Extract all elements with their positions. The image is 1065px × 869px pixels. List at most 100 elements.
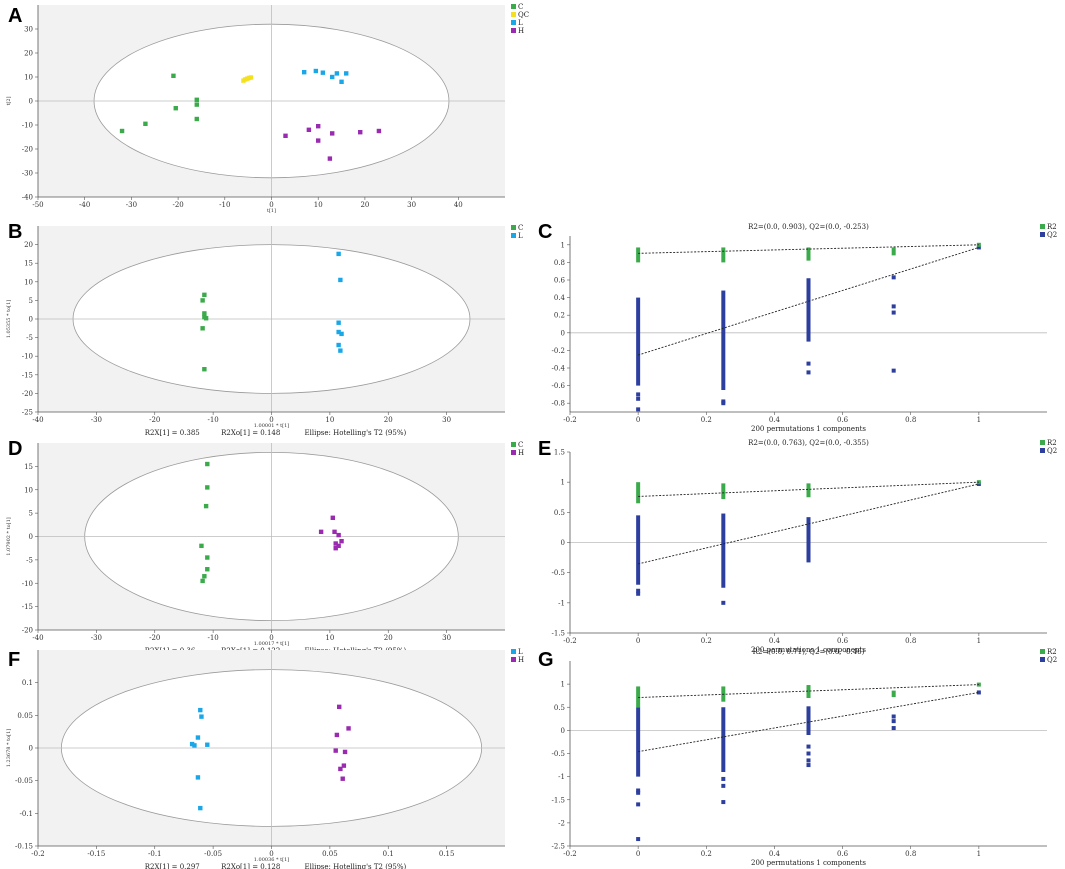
- panel-c-y-tick-label: -0.2: [552, 347, 566, 355]
- panel-c-q2-point: [636, 407, 641, 412]
- panel-d-y-tick-label: 5: [29, 510, 33, 518]
- panel-g-q2-point: [721, 800, 726, 805]
- panel-letter-c: C: [538, 221, 552, 243]
- panel-d-point-h: [332, 529, 337, 535]
- panel-d-legend-label-h: H: [518, 449, 524, 457]
- panel-b-legend-swatch-c: [511, 225, 516, 230]
- panel-f-stat-0: R2X[1] = 0.297: [145, 863, 200, 869]
- panel-b-point-c: [202, 311, 207, 316]
- panel-letter-b: B: [8, 221, 22, 243]
- panel-a-point-h: [316, 124, 321, 129]
- panel-a-point-h: [283, 133, 288, 138]
- panel-c-q2-point: [806, 370, 811, 375]
- panel-c-q2-point: [806, 361, 811, 366]
- panel-b-y-tick-label: 10: [24, 278, 33, 286]
- panel-d-point-c: [202, 574, 207, 579]
- panel-e-x-tick-label: 1: [977, 637, 981, 645]
- panel-a-x-tick-label: -30: [126, 201, 137, 209]
- panel-b-stat-2: Ellipse: Hotelling's T2 (95%): [305, 429, 407, 437]
- panel-g-q2-bar: [806, 706, 811, 735]
- panel-g-r2-bar: [891, 690, 896, 698]
- panel-a-point-c: [194, 102, 199, 107]
- panel-c-y-tick-label: 1: [561, 241, 565, 249]
- panel-d-point-c: [205, 461, 210, 467]
- panel-f-point-l: [189, 741, 195, 747]
- panel-g-x-tick-label: 1: [977, 850, 981, 858]
- panel-c-r2-bar: [721, 247, 726, 263]
- panel-c-y-tick-label: 0.4: [554, 294, 566, 302]
- panel-c-q2-point: [891, 368, 896, 373]
- panel-g-q2-bar: [721, 707, 726, 772]
- panel-c-title: R2=(0.0, 0.903), Q2=(0.0, -0.253): [748, 223, 869, 231]
- panel-f-point-h: [341, 763, 347, 768]
- panel-c-x-tick-label: 1: [977, 416, 981, 424]
- panel-f-point-h: [338, 766, 343, 772]
- panel-c-y-tick-label: -0.4: [552, 365, 566, 373]
- panel-c-legend-swatch-q2: [1040, 232, 1045, 237]
- panel-letter-e: E: [538, 438, 551, 460]
- panel-f: -0.2 -0.15 -0.1 -0.05 0 0.05 0.1 0.150.10.050-0…: [6, 648, 524, 869]
- panel-f-x-tick-label: 0: [269, 850, 273, 858]
- panel-f-x-tick-label: -0.2: [31, 850, 45, 858]
- panel-b-x-tick-label: -10: [207, 416, 218, 424]
- panel-f-point-l: [199, 714, 204, 719]
- panel-f-point-l: [195, 735, 201, 740]
- panel-b-legend-swatch-l: [511, 233, 516, 238]
- panel-c-legend-label-r2: R2: [1047, 223, 1057, 231]
- panel-g-q2-point: [806, 751, 811, 756]
- panel-g-q2-point: [976, 690, 981, 695]
- panel-c-q2-regression-line: [638, 247, 979, 356]
- panel-a-legend-label-l: L: [518, 19, 523, 27]
- panel-d-y-tick-label: -20: [22, 627, 33, 635]
- panel-g-y-tick-label: 1: [561, 681, 565, 689]
- panel-d-point-h: [336, 543, 341, 549]
- panel-e-x-tick-label: 0.6: [837, 637, 849, 645]
- panel-a-y-tick-label: 30: [24, 26, 33, 34]
- panel-d-point-c: [199, 543, 204, 549]
- panel-a-point-l: [344, 71, 349, 76]
- panel-c-q2-point: [891, 310, 896, 315]
- panel-g-y-tick-label: -1: [558, 773, 565, 781]
- panel-f-y-tick-label: 0.1: [22, 679, 33, 687]
- panel-b: -40 -30 -20 -10 0 10 20 30 20 15 10 5 0 -5 -10 -15 -20 -2…: [6, 224, 523, 437]
- panel-b-x-tick-label: 30: [442, 416, 451, 424]
- panel-e-y-tick-label: -1.5: [552, 630, 566, 638]
- panel-b-point-c: [202, 292, 207, 298]
- panel-g-x-axis-label: 200 permutations 1 components: [751, 859, 866, 867]
- panel-a-y-tick-label: -40: [22, 194, 33, 202]
- panel-a-x-tick-label: 0: [269, 201, 273, 209]
- panel-a-legend-label-h: H: [518, 27, 524, 35]
- panel-b-point-l: [339, 331, 344, 337]
- panel-b-y-tick-label: 20: [24, 241, 33, 249]
- panel-g-legend-swatch-q2: [1040, 657, 1045, 662]
- panel-g-y-tick-label: -2: [558, 819, 565, 827]
- panel-b-point-l: [336, 251, 341, 257]
- panel-d-x-axis-label: 1.00017 * t[1]: [254, 641, 289, 647]
- panel-f-x-tick-label: -0.1: [148, 850, 162, 858]
- panel-c-x-tick-label: -0.2: [563, 416, 577, 424]
- panel-f-point-h: [337, 704, 342, 710]
- panel-b-y-axis-label: 1.05355 * to[1]: [6, 300, 12, 339]
- panel-g-legend-label-r2: R2: [1047, 648, 1057, 656]
- panel-d-point-h: [318, 529, 324, 535]
- panel-c-y-tick-label: 0.6: [554, 277, 566, 285]
- panel-e-x-tick-label: 0.2: [701, 637, 712, 645]
- panel-b-point-c: [200, 326, 205, 331]
- panel-c-y-tick-label: -0.8: [552, 400, 566, 408]
- panel-a-point-l: [339, 79, 344, 84]
- panel-a-point-c: [194, 97, 199, 102]
- panel-a-legend-label-c: C: [518, 3, 523, 11]
- panel-e-y-tick-label: 1.5: [554, 449, 565, 457]
- panel-f-point-h: [346, 726, 351, 731]
- panel-a-legend-label-qc: QC: [518, 11, 529, 19]
- panel-b-x-axis-label: 1.00001 * t[1]: [254, 423, 289, 429]
- panel-c-q2-bar: [806, 278, 811, 342]
- panel-g-y-tick-label: 0.5: [554, 704, 565, 712]
- panel-g-x-tick-label: 0.2: [701, 850, 712, 858]
- panel-c-legend-swatch-r2: [1040, 224, 1045, 229]
- panel-b-y-tick-label: -5: [26, 334, 33, 342]
- panel-g-y-tick-label: 0: [561, 727, 565, 735]
- panel-g-q2-point: [891, 719, 896, 724]
- panel-e-q2-point: [721, 600, 726, 605]
- panel-a-y-tick-label: -20: [22, 146, 33, 154]
